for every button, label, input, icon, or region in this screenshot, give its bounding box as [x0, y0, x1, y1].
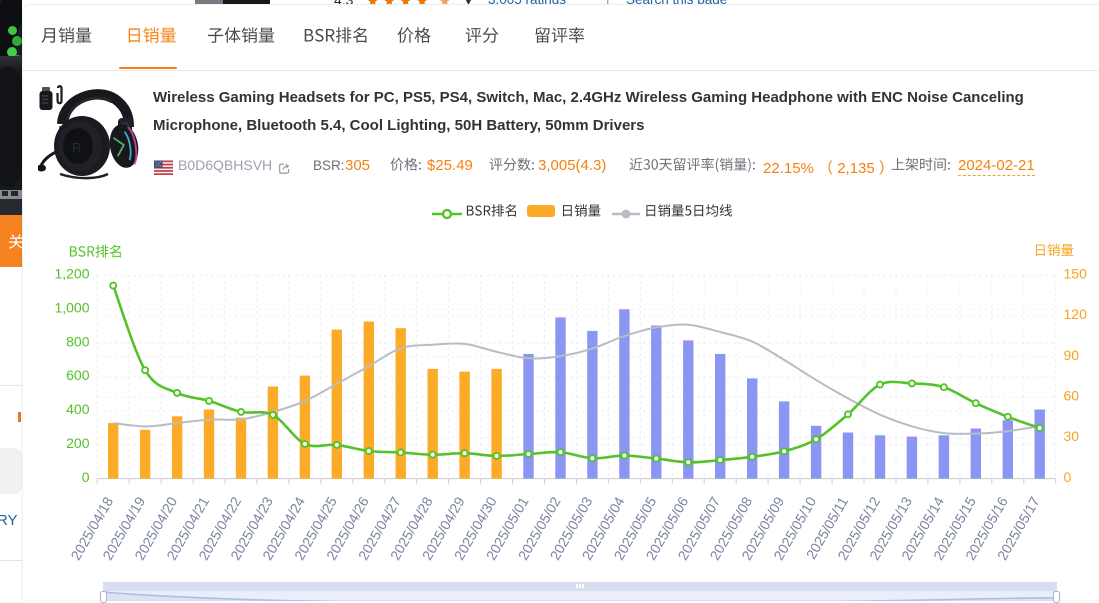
- svg-text:120: 120: [1064, 306, 1088, 322]
- svg-text:90: 90: [1064, 347, 1080, 363]
- svg-text:150: 150: [1064, 266, 1088, 282]
- svg-text:200: 200: [66, 435, 90, 451]
- svg-text:R: R: [72, 140, 81, 155]
- svg-text:0: 0: [1064, 469, 1072, 485]
- svg-text:1,000: 1,000: [54, 300, 89, 316]
- svg-text:60: 60: [1064, 388, 1080, 404]
- svg-text:800: 800: [66, 333, 90, 349]
- svg-text:400: 400: [66, 401, 90, 417]
- svg-text:30: 30: [1064, 428, 1080, 444]
- svg-text:0: 0: [82, 469, 90, 485]
- svg-text:1,200: 1,200: [54, 266, 89, 282]
- svg-text:600: 600: [66, 367, 90, 383]
